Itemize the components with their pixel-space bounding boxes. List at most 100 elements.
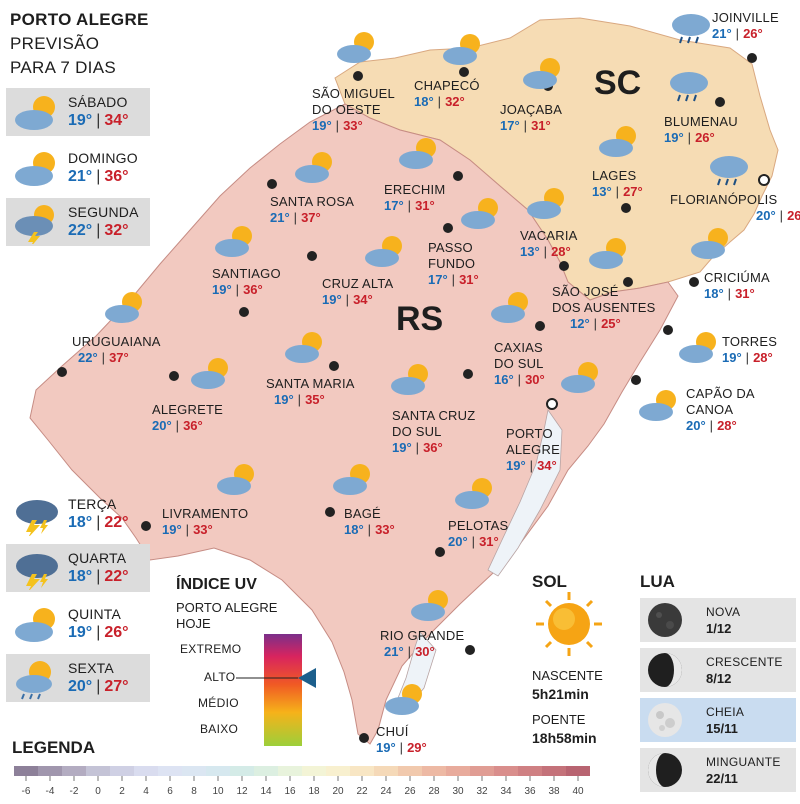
city-capao-da-canoa: CAPÃO DA CANOA 20° | 28° bbox=[686, 386, 755, 433]
new-moon-icon bbox=[648, 603, 682, 637]
waxing-moon-icon bbox=[648, 653, 682, 687]
forecast-quarta: QUARTA 18° | 22° bbox=[6, 544, 150, 592]
temp-min: 19° bbox=[664, 130, 684, 145]
city-marker bbox=[267, 179, 277, 189]
city-passo-fundo: PASSO FUNDO 17° | 31° bbox=[428, 240, 479, 287]
legend-swatch bbox=[398, 766, 422, 776]
temp-min: 13° bbox=[520, 244, 540, 259]
legend-value: 12 bbox=[236, 786, 248, 797]
forecast-sexta: SEXTA 20° | 27° bbox=[6, 654, 150, 702]
temp-max: 28° bbox=[753, 350, 773, 365]
legend-value: 8 bbox=[191, 786, 197, 797]
temp-max: 22° bbox=[104, 514, 129, 531]
forecast-temps: 20° | 27° bbox=[68, 678, 129, 695]
temp-min: 17° bbox=[428, 272, 448, 287]
city-chui: CHUÍ 19° | 29° bbox=[376, 724, 427, 755]
storm-sun-icon bbox=[15, 205, 54, 244]
temp-min: 21° bbox=[68, 168, 93, 185]
forecast-sabado: SÁBADO 19° | 34° bbox=[6, 88, 150, 136]
city-santa-maria: SANTA MARIA 19° | 35° bbox=[266, 376, 355, 407]
temp-min: 19° bbox=[68, 624, 93, 641]
temp-min: 17° bbox=[384, 198, 404, 213]
city-lages: LAGES 13° | 27° bbox=[592, 168, 643, 199]
legend-swatch bbox=[62, 766, 86, 776]
uv-level-medio: MÉDIO bbox=[198, 696, 239, 710]
city-santa-rosa: SANTA ROSA 21° | 37° bbox=[270, 194, 355, 225]
partly-cloudy-icon bbox=[411, 590, 448, 621]
temp-min: 20° bbox=[68, 678, 93, 695]
city-marker bbox=[435, 547, 445, 557]
forecast-day: QUARTA bbox=[68, 550, 127, 566]
forecast-day: TERÇA bbox=[68, 496, 117, 512]
forecast-quinta: QUINTA 19° | 26° bbox=[6, 600, 150, 648]
forecast-temps: 19° | 34° bbox=[68, 112, 129, 129]
city-caxias-do-sul: CAXIAS DO SUL 16° | 30° bbox=[494, 340, 545, 387]
city-marker bbox=[453, 171, 463, 181]
city-chapeco: CHAPECÓ 18° | 32° bbox=[414, 78, 480, 109]
city-marker bbox=[459, 67, 469, 77]
temp-min: 19° bbox=[68, 112, 93, 129]
partly-cloudy-icon bbox=[333, 464, 370, 495]
city-criciuma: CRICIÚMA 18° | 31° bbox=[704, 270, 770, 301]
city-marker bbox=[57, 367, 67, 377]
city-marker bbox=[559, 261, 569, 271]
temp-min: 19° bbox=[212, 282, 232, 297]
temp-max: 31° bbox=[459, 272, 479, 287]
temp-min: 17° bbox=[500, 118, 520, 133]
city-marker bbox=[307, 251, 317, 261]
temp-min: 13° bbox=[592, 184, 612, 199]
city-marker bbox=[663, 325, 673, 335]
temp-max: 36° bbox=[423, 440, 443, 455]
temp-min: 19° bbox=[312, 118, 332, 133]
page-subtitle-1: PREVISÃO bbox=[10, 34, 100, 53]
legend-value: 0 bbox=[95, 786, 101, 797]
legend-value: 10 bbox=[212, 786, 224, 797]
legend-swatch bbox=[446, 766, 470, 776]
temp-max: 26° bbox=[695, 130, 715, 145]
temp-min: 20° bbox=[686, 418, 706, 433]
legend-swatch bbox=[254, 766, 278, 776]
legend-swatch bbox=[422, 766, 446, 776]
forecast-terca: TERÇA 18° | 22° bbox=[6, 490, 150, 538]
city-marker bbox=[141, 521, 151, 531]
legend-swatch bbox=[206, 766, 230, 776]
sun-icon bbox=[536, 592, 602, 656]
legend-swatch bbox=[230, 766, 254, 776]
partly-cloudy-icon bbox=[491, 292, 528, 323]
partly-cloudy-icon bbox=[285, 332, 322, 363]
city-marker bbox=[689, 277, 699, 287]
legend-swatch bbox=[302, 766, 326, 776]
city-marker bbox=[623, 277, 633, 287]
rio-grande-do-sul-shape bbox=[29, 103, 679, 745]
legend-swatch bbox=[14, 766, 38, 776]
partly-cloudy-icon bbox=[191, 358, 228, 389]
temp-max: 31° bbox=[531, 118, 551, 133]
city-porto-alegre: PORTO ALEGRE 19° | 34° bbox=[506, 426, 560, 473]
city-joacaba: JOAÇABA 17° | 31° bbox=[500, 102, 563, 133]
uv-gradient-bar bbox=[264, 634, 302, 746]
partly-cloudy-icon bbox=[215, 226, 252, 257]
city-torres: TORRES 19° | 28° bbox=[722, 334, 778, 365]
sunset-time: 18h58min bbox=[532, 730, 597, 746]
temp-max: 35° bbox=[305, 392, 325, 407]
legend-value: 14 bbox=[260, 786, 272, 797]
temp-min: 19° bbox=[274, 392, 294, 407]
temp-min: 19° bbox=[162, 522, 182, 537]
legend-swatch bbox=[134, 766, 158, 776]
sun-title: SOL bbox=[532, 572, 567, 591]
legend-value: 22 bbox=[356, 786, 368, 797]
city-rio-grande: RIO GRANDE 21° | 30° bbox=[380, 628, 465, 659]
uv-title: ÍNDICE UV bbox=[176, 576, 257, 593]
temp-min: 20° bbox=[448, 534, 468, 549]
legend-swatch bbox=[38, 766, 62, 776]
city-marker bbox=[239, 307, 249, 317]
temp-max: 28° bbox=[717, 418, 737, 433]
city-marker bbox=[463, 369, 473, 379]
forecast-segunda: SEGUNDA 22° | 32° bbox=[6, 198, 150, 246]
state-label-sc: SC bbox=[594, 64, 642, 102]
uv-level-alto: ALTO bbox=[204, 670, 236, 684]
temp-max: 31° bbox=[479, 534, 499, 549]
temp-max: 36° bbox=[183, 418, 203, 433]
